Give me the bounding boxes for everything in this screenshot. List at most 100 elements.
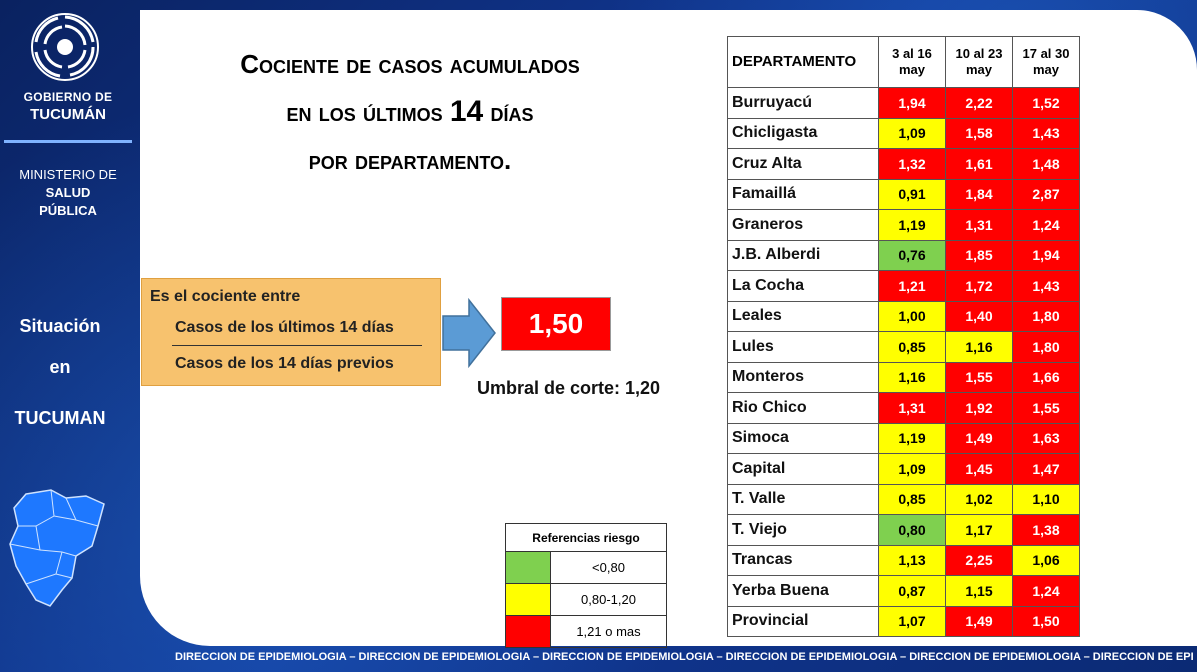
org-name-line2: TUCUMÁN: [30, 106, 106, 123]
ratio-cell: 1,10: [1012, 483, 1080, 515]
ratio-cell: 1,43: [1012, 270, 1080, 302]
title-line1: Cociente de casos acumulados: [240, 49, 580, 79]
ratio-cell: 1,55: [945, 361, 1013, 393]
title-line2-a: en los últimos: [286, 97, 450, 127]
threshold-label: Umbral de corte: 1,20: [477, 378, 661, 398]
table-row: Provincial 1,07 1,49 1,50: [727, 605, 1080, 637]
risk-label: 1,21 o mas: [550, 615, 667, 648]
ratio-cell: 1,80: [1012, 331, 1080, 363]
column-header-line: 17 al 30: [1022, 46, 1070, 61]
risk-label: <0,80: [550, 551, 667, 584]
title-line3: por departamento.: [308, 145, 512, 175]
ratio-cell: 1,15: [945, 575, 1013, 607]
title-line2: en los últimos 14 días: [150, 88, 670, 136]
department-name: Capital: [727, 453, 879, 485]
table-row: Lules 0,85 1,16 1,80: [727, 331, 1080, 363]
risk-swatch-green: [505, 551, 551, 584]
ratio-cell: 1,66: [1012, 361, 1080, 393]
ratio-cell: 1,06: [1012, 544, 1080, 576]
ratio-cell: 0,80: [878, 514, 946, 546]
table-row: Capital 1,09 1,45 1,47: [727, 453, 1080, 485]
table-row: T. Valle 0,85 1,02 1,10: [727, 483, 1080, 515]
department-name: Provincial: [727, 605, 879, 637]
org-name-line1: GOBIERNO DE: [23, 90, 113, 104]
ratio-cell: 0,87: [878, 575, 946, 607]
ratio-cell: 1,58: [945, 117, 1013, 149]
table-row: J.B. Alberdi 0,76 1,85 1,94: [727, 239, 1080, 271]
department-name: Simoca: [727, 422, 879, 454]
ratio-cell: 2,25: [945, 544, 1013, 576]
sidebar-divider: [4, 140, 132, 143]
department-name: Leales: [727, 300, 879, 332]
table-row: Yerba Buena 0,87 1,15 1,24: [727, 575, 1080, 607]
department-name: Burruyacú: [727, 87, 879, 119]
ratio-cell: 1,00: [878, 300, 946, 332]
department-name: T. Valle: [727, 483, 879, 515]
ratio-cell: 2,22: [945, 87, 1013, 119]
ratio-cell: 1,16: [945, 331, 1013, 363]
risk-legend: Referencias riesgo <0,80 0,80-1,20 1,21 …: [505, 523, 667, 648]
ratio-cell: 1,50: [1012, 605, 1080, 637]
department-name: J.B. Alberdi: [727, 239, 879, 271]
ratio-cell: 1,85: [945, 239, 1013, 271]
ratio-cell: 1,07: [878, 605, 946, 637]
situation-line3: TUCUMAN: [14, 408, 106, 428]
tucuman-map-icon: [9, 489, 105, 607]
ratio-cell: 1,24: [1012, 209, 1080, 241]
ratio-cell: 1,94: [878, 87, 946, 119]
ratio-cell: 1,09: [878, 117, 946, 149]
table-row: Chicligasta 1,09 1,58 1,43: [727, 117, 1080, 149]
risk-legend-row: 0,80-1,20: [505, 583, 667, 616]
risk-legend-row: 1,21 o mas: [505, 615, 667, 648]
ratio-cell: 1,17: [945, 514, 1013, 546]
ratio-cell: 1,40: [945, 300, 1013, 332]
department-name: Cruz Alta: [727, 148, 879, 180]
risk-legend-header: Referencias riesgo: [505, 523, 667, 552]
table-row: Graneros 1,19 1,31 1,24: [727, 209, 1080, 241]
column-header-line: may: [1032, 62, 1060, 77]
ratio-cell: 1,80: [1012, 300, 1080, 332]
table-row: La Cocha 1,21 1,72 1,43: [727, 270, 1080, 302]
column-header-department: DEPARTAMENTO: [727, 36, 879, 88]
result-value: 1,50: [501, 297, 611, 351]
column-header-line: 10 al 23: [955, 46, 1003, 61]
ratio-cell: 1,31: [878, 392, 946, 424]
ratio-cell: 1,48: [1012, 148, 1080, 180]
column-header-line: 3 al 16: [892, 46, 932, 61]
situation-line1: Situación: [19, 316, 101, 336]
table-row: Famaillá 0,91 1,84 2,87: [727, 178, 1080, 210]
ratio-cell: 1,92: [945, 392, 1013, 424]
department-name: Yerba Buena: [727, 575, 879, 607]
ratio-cell: 1,38: [1012, 514, 1080, 546]
ministry-line2: SALUD: [45, 185, 91, 200]
table-row: Cruz Alta 1,32 1,61 1,48: [727, 148, 1080, 180]
column-header-period-3: 17 al 30 may: [1012, 36, 1080, 88]
ratio-cell: 1,09: [878, 453, 946, 485]
department-name: Graneros: [727, 209, 879, 241]
table-row: Rio Chico 1,31 1,92 1,55: [727, 392, 1080, 424]
department-name: Famaillá: [727, 178, 879, 210]
department-name: Chicligasta: [727, 117, 879, 149]
column-header-line: may: [965, 62, 993, 77]
ratio-cell: 1,02: [945, 483, 1013, 515]
ministry-line3: PÚBLICA: [39, 203, 97, 218]
ratio-cell: 1,49: [945, 422, 1013, 454]
ratio-cell: 1,63: [1012, 422, 1080, 454]
fraction-line: [172, 345, 422, 346]
ratio-cell: 1,45: [945, 453, 1013, 485]
table-row: Leales 1,00 1,40 1,80: [727, 300, 1080, 332]
column-header-period-1: 3 al 16 may: [878, 36, 946, 88]
title-line2-c: días: [483, 97, 534, 127]
table-row: Simoca 1,19 1,49 1,63: [727, 422, 1080, 454]
page-title: Cociente de casos acumulados en los últi…: [150, 40, 670, 184]
table-row: Monteros 1,16 1,55 1,66: [727, 361, 1080, 393]
title-line2-number: 14: [449, 95, 484, 128]
department-name: T. Viejo: [727, 514, 879, 546]
department-name: Rio Chico: [727, 392, 879, 424]
ratio-cell: 0,85: [878, 331, 946, 363]
department-name: Lules: [727, 331, 879, 363]
ratio-cell: 1,49: [945, 605, 1013, 637]
formula-denominator: Casos de los 14 días previos: [175, 355, 394, 372]
risk-swatch-yellow: [505, 583, 551, 616]
ratio-cell: 1,94: [1012, 239, 1080, 271]
